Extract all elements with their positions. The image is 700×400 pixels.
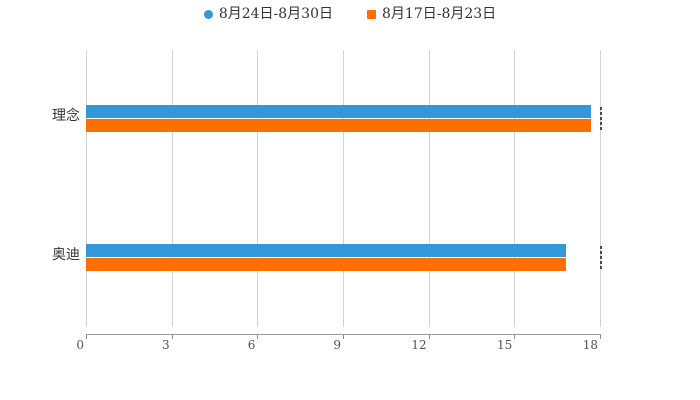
x-axis-label-3: 3	[162, 338, 170, 352]
x-axis-label-15: 15	[497, 338, 513, 352]
legend-marker-week2-icon	[203, 9, 213, 19]
axis-tick-x18	[600, 334, 601, 339]
gridmark-18-0	[599, 107, 602, 130]
axis-tick-x3	[171, 334, 173, 339]
legend-item-week2[interactable]: 8月24日-8月30日	[203, 6, 333, 22]
x-axis-label-0: 0	[76, 338, 84, 352]
legend-item-week1[interactable]: 8月17日-8月23日	[367, 7, 496, 21]
x-axis-label-18: 18	[582, 338, 598, 352]
y-axis-label-0: 理念	[52, 108, 80, 124]
gridmark-18-1	[599, 246, 602, 269]
gridline-x6	[257, 50, 259, 327]
axis-tick-x15	[514, 334, 516, 339]
legend: 8月24日-8月30日 8月17日-8月23日	[0, 7, 700, 21]
gridline-x3	[171, 50, 173, 327]
bar-week1-0[interactable]	[86, 118, 592, 132]
axis-tick-x9	[343, 334, 344, 339]
bar-week2-1[interactable]	[86, 243, 566, 257]
axis-tick-x12	[428, 334, 430, 339]
gridline-x9	[343, 50, 344, 327]
legend-label-week1: 8月17日-8月23日	[382, 6, 497, 22]
gridline-x15	[514, 50, 516, 327]
legend-marker-week1-icon	[367, 9, 376, 19]
gridline-x12	[428, 50, 430, 327]
axis-tick-x6	[257, 334, 259, 339]
x-axis-label-12: 12	[411, 338, 427, 352]
legend-label-week2: 8月24日-8月30日	[218, 6, 333, 22]
x-axis-label-6: 6	[247, 338, 256, 352]
x-axis-line	[86, 334, 601, 335]
gridline-x18	[600, 50, 601, 327]
y-axis-label-1: 奥迪	[52, 247, 80, 263]
bar-week1-1[interactable]	[86, 257, 566, 271]
x-axis-label-9: 9	[333, 338, 341, 352]
axis-tick-x0	[86, 334, 87, 339]
gridline-x0	[86, 50, 87, 327]
bar-week2-0[interactable]	[86, 104, 592, 118]
